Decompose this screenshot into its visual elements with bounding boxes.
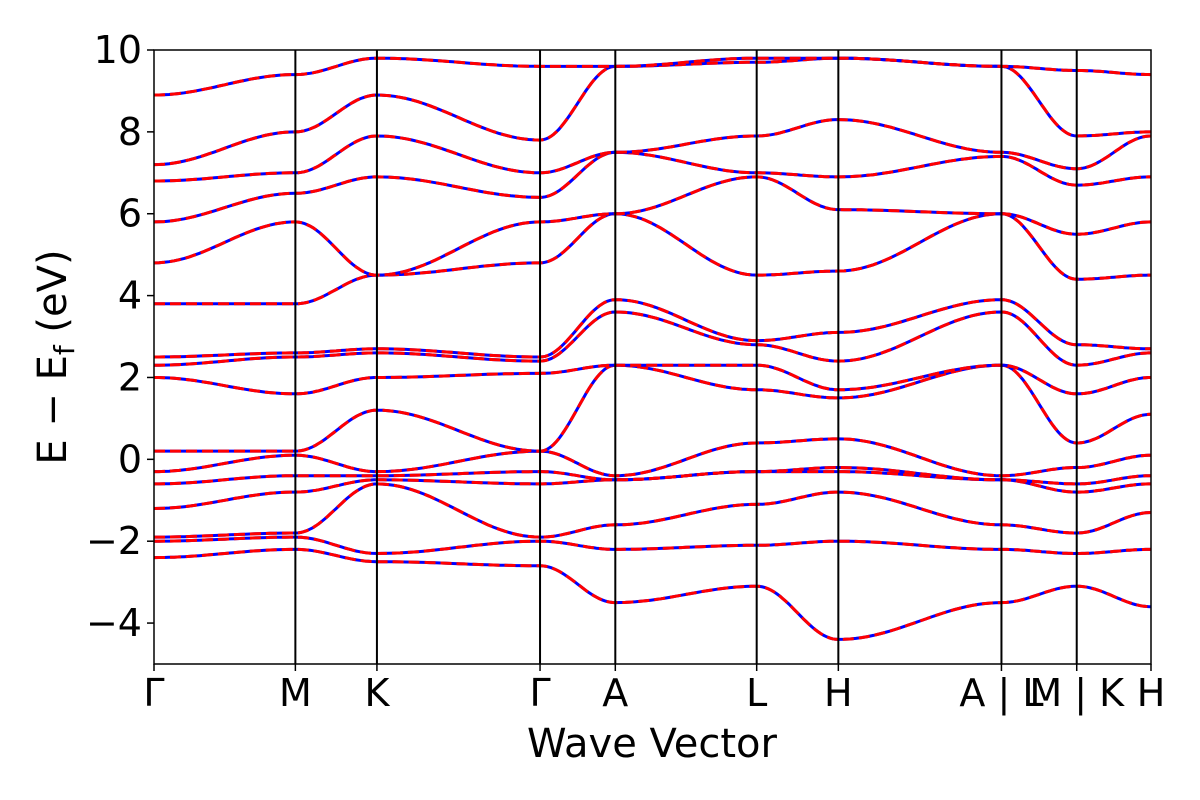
y-tick-label: 8 bbox=[118, 110, 142, 154]
band-line-dashed bbox=[154, 547, 1151, 641]
y-axis-label-main: E − E bbox=[30, 355, 76, 465]
x-tick-label: K bbox=[364, 671, 390, 715]
band-line-dashed bbox=[154, 212, 1151, 306]
x-tick-label: M bbox=[279, 671, 312, 715]
band-line-dashed bbox=[154, 310, 1151, 367]
y-axis-label-subscript: f bbox=[48, 344, 81, 355]
bands-layer bbox=[154, 56, 1151, 641]
x-tick-label: A bbox=[602, 671, 628, 715]
x-tick-label: L bbox=[746, 671, 767, 715]
y-axis-label: E − Ef (eV) bbox=[30, 249, 81, 464]
x-tick-label: H bbox=[824, 671, 853, 715]
band-line-dashed bbox=[154, 175, 1151, 277]
y-tick-label: 0 bbox=[118, 437, 142, 481]
x-tick-label: A | L bbox=[959, 671, 1043, 716]
x-axis-label: Wave Vector bbox=[527, 721, 778, 767]
band-line-dashed bbox=[154, 466, 1151, 486]
band-line-dashed bbox=[154, 118, 1151, 183]
band-line-dashed bbox=[154, 298, 1151, 359]
y-tick-label: 4 bbox=[118, 274, 142, 318]
x-tick-label: H bbox=[1137, 671, 1166, 715]
band-line-dashed bbox=[154, 363, 1151, 396]
high-symmetry-lines bbox=[294, 50, 1078, 664]
band-line-dashed bbox=[154, 437, 1151, 478]
y-tick-label: −4 bbox=[86, 601, 142, 645]
y-axis-ticks: −4 −2 0 2 4 6 8 10 bbox=[86, 28, 154, 645]
band-line-dashed bbox=[154, 535, 1151, 556]
x-tick-label: M | K bbox=[1029, 671, 1125, 716]
x-tick-label: Γ bbox=[529, 671, 550, 715]
y-axis-label-unit: (eV) bbox=[30, 249, 76, 332]
band-line-dashed bbox=[154, 482, 1151, 539]
y-tick-label: 2 bbox=[118, 355, 142, 399]
x-tick-label: Γ bbox=[143, 671, 164, 715]
x-axis-ticks: Γ M K Γ A L H A | LM | K H bbox=[143, 664, 1165, 716]
band-line-dashed bbox=[154, 150, 1151, 224]
y-tick-label: 6 bbox=[118, 192, 142, 236]
band-line-dashed bbox=[154, 363, 1151, 453]
y-tick-label: 10 bbox=[94, 28, 142, 72]
plot-frame bbox=[153, 49, 1152, 665]
y-tick-label: −2 bbox=[86, 519, 142, 563]
band-line bbox=[154, 56, 1151, 167]
y-axis-label-unit-gap bbox=[30, 333, 76, 346]
band-line-dashed bbox=[154, 56, 1151, 97]
